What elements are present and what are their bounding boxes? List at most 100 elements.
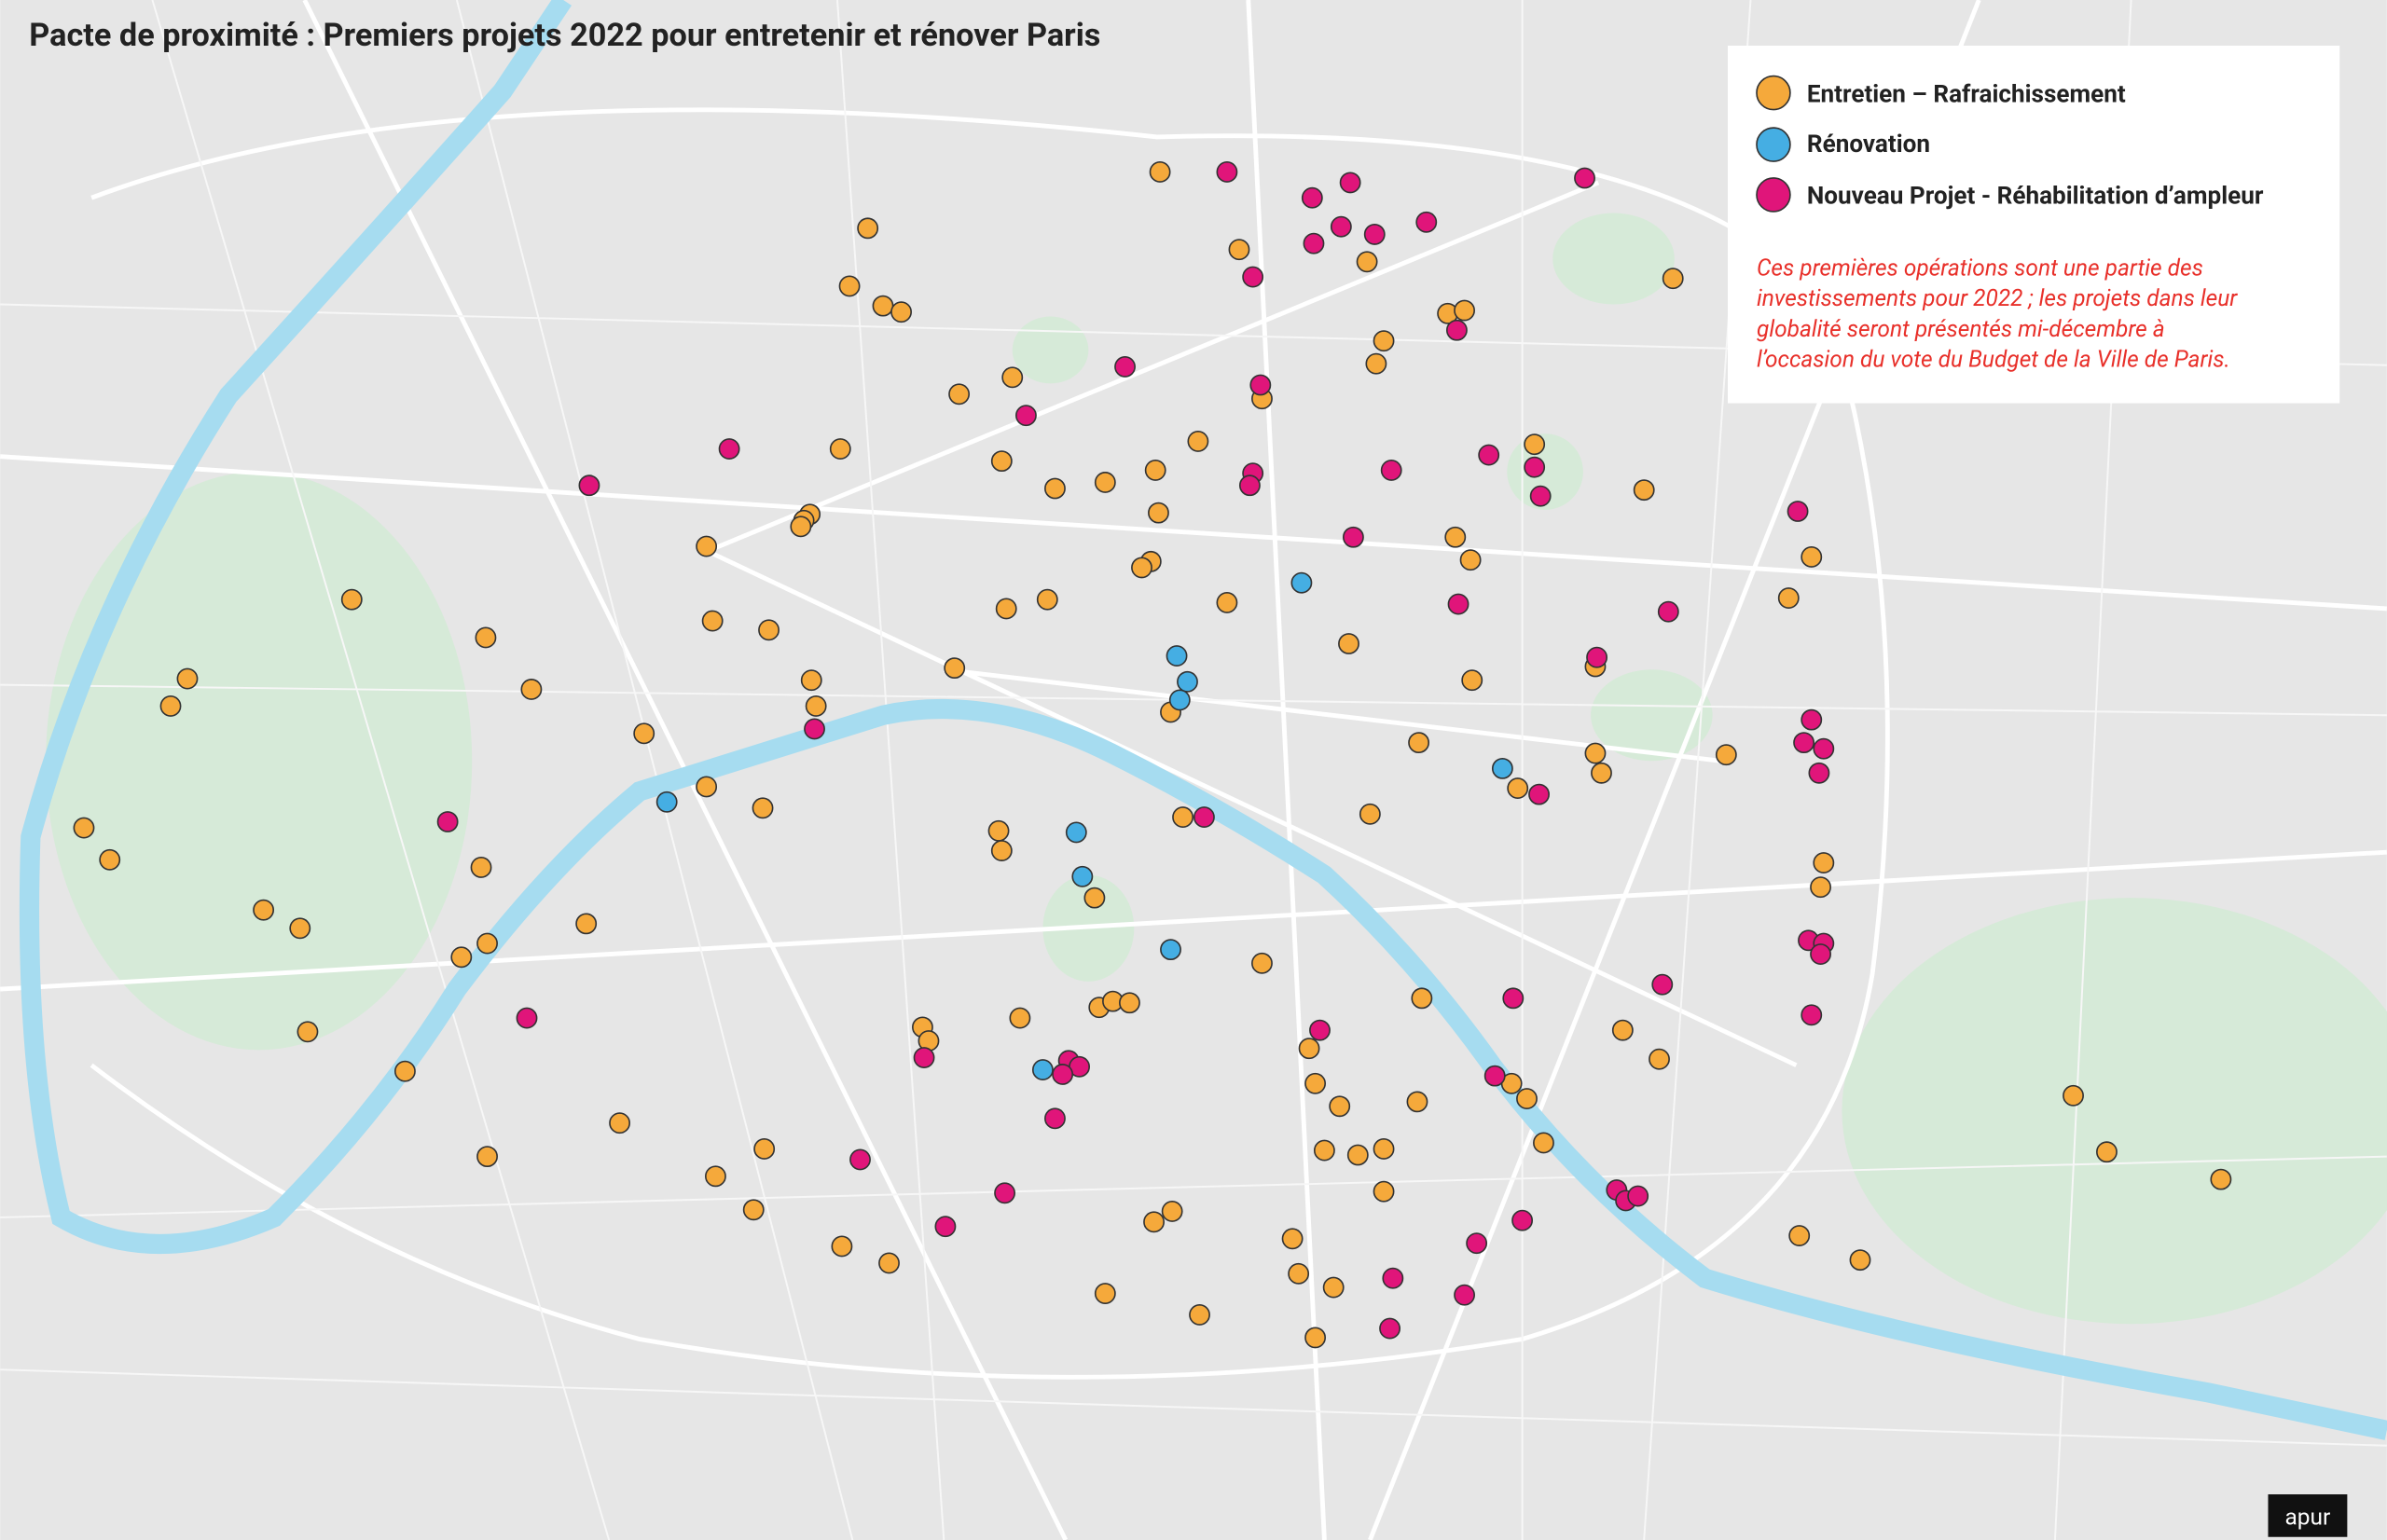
project-marker (1849, 1249, 1871, 1272)
project-marker (1810, 876, 1831, 899)
project-marker (1528, 783, 1550, 805)
project-marker (1454, 1284, 1475, 1306)
project-marker (1071, 865, 1094, 887)
project-marker (696, 535, 718, 557)
project-marker (655, 791, 678, 813)
project-marker (2063, 1084, 2084, 1107)
project-marker (1373, 1180, 1395, 1203)
project-marker (609, 1112, 631, 1134)
project-marker (253, 899, 275, 921)
project-marker (995, 598, 1017, 620)
project-marker (1009, 1007, 1031, 1029)
parks (46, 213, 2387, 1325)
project-marker (1813, 852, 1835, 874)
project-marker (1627, 1185, 1649, 1207)
note-line: investissements pour 2022 ; les projets … (1757, 284, 2238, 311)
project-marker (1662, 268, 1684, 290)
project-marker (1031, 1059, 1054, 1081)
project-marker (1574, 167, 1595, 189)
project-marker (1242, 266, 1264, 288)
project-marker (1189, 1303, 1210, 1326)
project-marker (849, 1148, 871, 1171)
project-marker (1148, 502, 1169, 524)
project-marker (1149, 161, 1171, 183)
project-marker (1015, 405, 1037, 427)
project-marker (289, 917, 311, 940)
note-line: l’occasion du vote du Budget de la Ville… (1757, 345, 2230, 372)
project-marker (340, 588, 363, 611)
project-marker (838, 275, 861, 297)
project-marker (1044, 1107, 1066, 1130)
project-marker (1143, 1211, 1165, 1233)
project-marker (1281, 1228, 1304, 1250)
project-marker (1249, 374, 1272, 396)
project-marker (1339, 172, 1361, 194)
project-marker (1144, 459, 1166, 481)
project-marker (1586, 646, 1608, 668)
project-marker (1322, 1276, 1345, 1299)
project-marker (1288, 1262, 1310, 1285)
project-marker (758, 619, 780, 641)
project-marker (1454, 299, 1475, 322)
project-marker (752, 797, 774, 819)
project-marker (1533, 1132, 1554, 1154)
project-marker (1036, 588, 1058, 611)
project-marker (718, 438, 740, 460)
project-marker (872, 295, 894, 317)
project-marker (1166, 645, 1188, 667)
project-marker (1777, 587, 1800, 609)
project-marker (1359, 803, 1381, 825)
project-marker (1810, 943, 1831, 965)
project-marker (913, 1047, 935, 1068)
project-marker (829, 438, 851, 460)
project-marker (633, 722, 655, 745)
project-marker (994, 1182, 1016, 1204)
legend-label: Rénovation (1807, 131, 1930, 158)
project-marker (1380, 459, 1402, 481)
project-marker (2096, 1141, 2118, 1163)
project-marker (1511, 1209, 1534, 1231)
project-marker (1459, 549, 1482, 571)
project-marker (753, 1138, 776, 1160)
project-marker (990, 450, 1013, 473)
project-marker (1379, 1317, 1401, 1340)
project-marker (987, 819, 1010, 842)
note-line: globalité seront présentés mi-décembre à (1757, 315, 2165, 342)
project-marker (704, 1165, 726, 1188)
project-marker (804, 718, 825, 740)
river (19, 0, 2387, 1440)
project-marker (1083, 887, 1106, 909)
logo: apur (2285, 1504, 2331, 1531)
project-marker (800, 669, 822, 692)
project-marker (1478, 444, 1500, 466)
project-marker (878, 1252, 900, 1274)
project-marker (1808, 762, 1830, 784)
project-marker (1313, 1139, 1335, 1162)
legend-label: Entretien – Rafraichissement (1807, 80, 2126, 108)
project-marker (73, 817, 95, 839)
project-marker (1114, 355, 1136, 378)
project-marker (1228, 239, 1250, 261)
project-marker (1787, 501, 1809, 522)
project-marker (1793, 732, 1815, 754)
project-marker (1329, 1095, 1351, 1118)
project-marker (436, 811, 459, 832)
project-marker (1216, 161, 1238, 183)
project-marker (1251, 952, 1273, 974)
project-marker (1290, 571, 1313, 594)
project-marker (1507, 777, 1529, 800)
project-marker (1161, 1200, 1183, 1222)
project-marker (1591, 762, 1612, 784)
project-marker (1466, 1232, 1488, 1255)
project-marker (1338, 633, 1359, 654)
project-marker (1304, 1072, 1327, 1094)
project-marker (890, 301, 913, 323)
project-marker (1216, 592, 1238, 613)
project-marker (934, 1216, 957, 1238)
project-marker (1382, 1267, 1404, 1289)
project-marker (520, 679, 543, 700)
project-marker (393, 1060, 416, 1082)
